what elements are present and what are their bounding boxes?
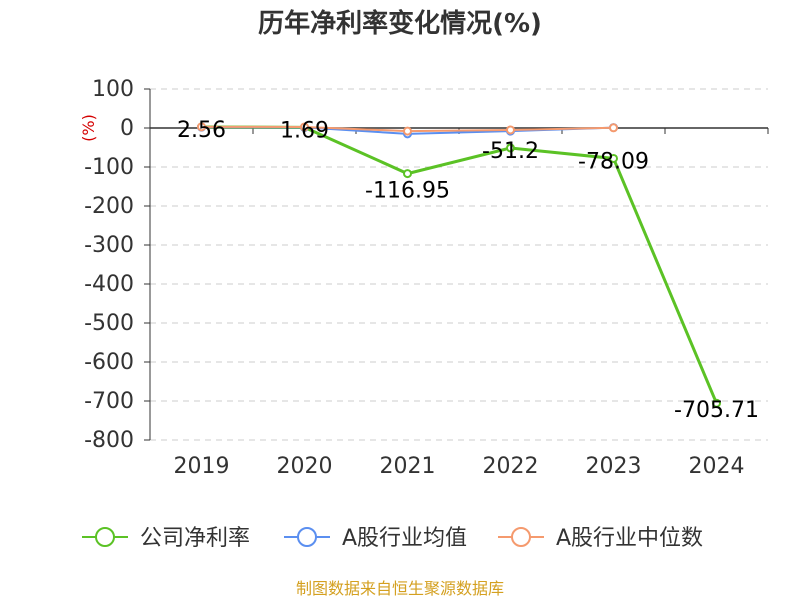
legend-label: 公司净利率	[140, 526, 250, 551]
y-tick-label: -800	[84, 428, 134, 453]
data-labels: 2.56 1.69 -116.95 -51.2 -78.09 -705.71	[177, 118, 759, 423]
y-tick-label: -100	[84, 155, 134, 180]
chart-title: 历年净利率变化情况(%)	[258, 8, 542, 39]
y-tick-label: -400	[84, 272, 134, 297]
data-label: 1.69	[280, 118, 329, 143]
legend-item-2[interactable]: A股行业中位数	[498, 526, 703, 551]
series-point-2	[609, 123, 618, 133]
legend-label: A股行业中位数	[556, 526, 703, 551]
data-label: -116.95	[365, 179, 450, 204]
data-label: -705.71	[674, 398, 759, 423]
legend-label: A股行业均值	[342, 526, 467, 551]
y-tick-label: 100	[92, 77, 134, 102]
legend-marker	[95, 527, 115, 547]
series-point-0	[506, 143, 515, 153]
y-tick-label: -300	[84, 233, 134, 258]
series-point-2	[506, 125, 515, 135]
y-tick-label: -600	[84, 350, 134, 375]
legend-item-1[interactable]: A股行业均值	[284, 526, 467, 551]
x-tick-label: 2021	[380, 454, 436, 479]
x-tick-label: 2020	[277, 454, 333, 479]
legend-marker	[511, 527, 531, 547]
data-label: -51.2	[482, 139, 539, 164]
axes: 100 0 -100 -200 -300 -400 -500 -600 -700 -800 2019…	[84, 77, 769, 479]
legend-item-0[interactable]: 公司净利率	[82, 526, 250, 551]
data-label: -78.09	[578, 149, 649, 174]
data-label: 2.56	[177, 118, 226, 143]
source-note: 制图数据来自恒生聚源数据库	[296, 579, 504, 598]
y-tick-label: -200	[84, 194, 134, 219]
series-point-0	[403, 169, 412, 179]
series-point-0	[609, 153, 618, 163]
x-tick-label: 2023	[586, 454, 642, 479]
x-tick-label: 2019	[174, 454, 230, 479]
series-point-2	[300, 122, 309, 132]
y-tick-label: 0	[120, 116, 134, 141]
y-tick-label: -700	[84, 389, 134, 414]
series-point-2	[197, 122, 206, 132]
legend-marker	[297, 527, 317, 547]
x-tick-label: 2024	[689, 454, 745, 479]
series-point-2	[403, 126, 412, 136]
legend[interactable]: 公司净利率 A股行业均值 A股行业中位数	[82, 526, 703, 551]
series-group	[197, 122, 721, 408]
y-tick-label: -500	[84, 311, 134, 336]
x-tick-label: 2022	[483, 454, 539, 479]
y-axis-label: (%)	[79, 114, 98, 142]
gridlines	[150, 88, 768, 441]
series-point-0	[712, 398, 721, 408]
